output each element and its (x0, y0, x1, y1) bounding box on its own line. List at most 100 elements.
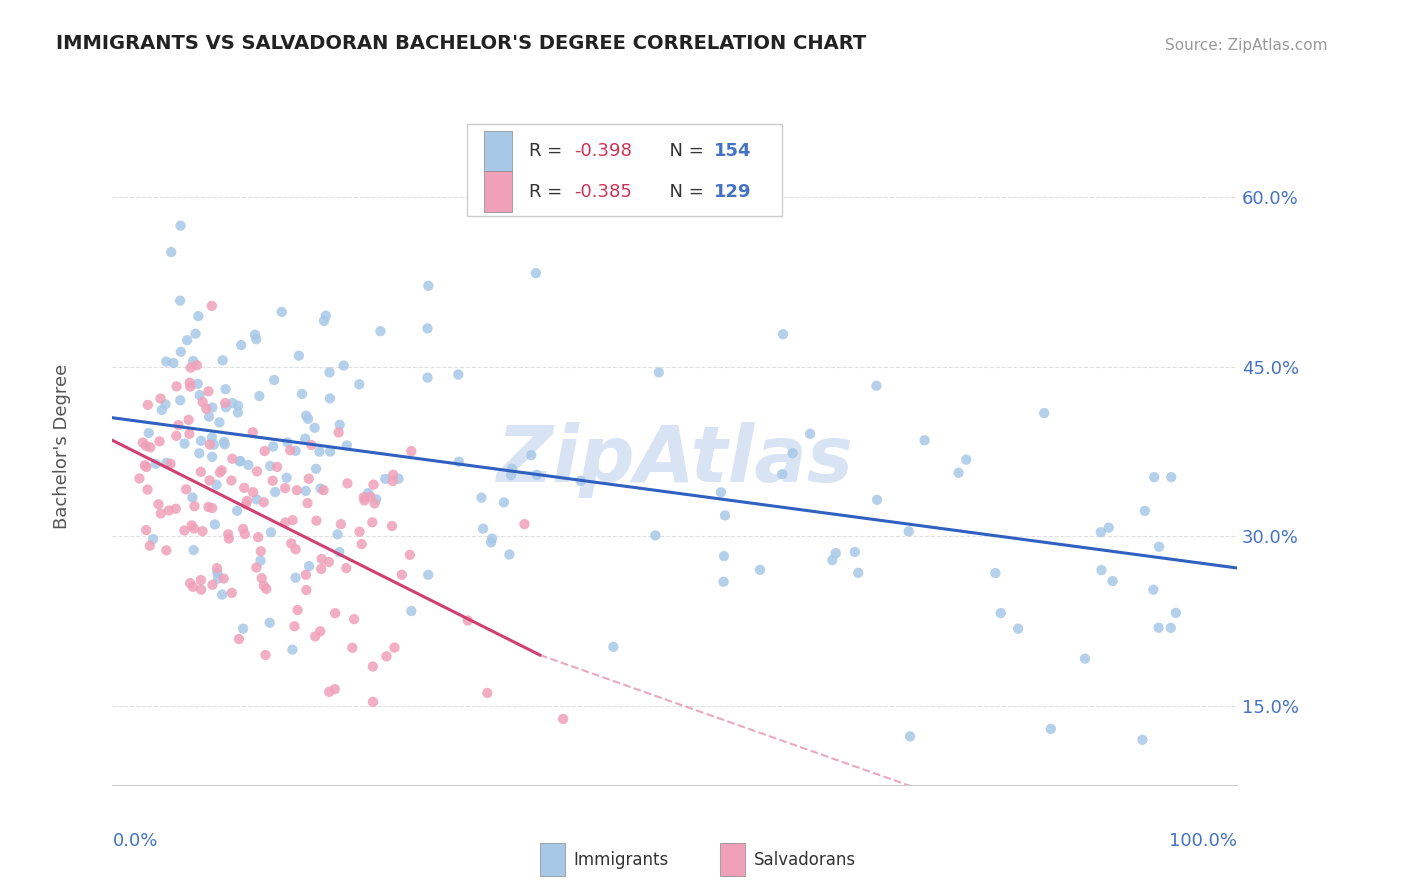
Point (350, 537, 373, 551)
Point (136, 483, 159, 497)
Text: 100.0%: 100.0% (1170, 832, 1237, 850)
Point (145, 457, 167, 471)
Point (238, 458, 260, 472)
Point (207, 566, 229, 580)
Point (274, 481, 297, 495)
FancyBboxPatch shape (540, 843, 565, 877)
Point (132, 435, 155, 450)
Point (418, 567, 440, 582)
Point (201, 299, 224, 313)
Point (278, 443, 301, 458)
Point (481, 532, 503, 546)
Point (138, 425, 160, 440)
Point (283, 619, 305, 633)
Point (382, 467, 405, 482)
Point (228, 632, 250, 646)
Point (179, 376, 201, 390)
Point (499, 468, 522, 483)
Point (155, 397, 177, 411)
Point (553, 712, 575, 726)
Point (263, 373, 285, 387)
Point (173, 524, 195, 538)
Point (205, 561, 228, 575)
Point (713, 574, 735, 589)
Point (201, 578, 224, 592)
Point (479, 535, 502, 549)
Point (274, 516, 297, 530)
Point (294, 432, 316, 446)
Point (170, 344, 193, 359)
Point (526, 467, 548, 482)
Point (176, 333, 198, 347)
Point (644, 528, 666, 542)
Point (276, 471, 298, 485)
Point (492, 495, 515, 509)
Point (226, 504, 249, 518)
Point (166, 379, 188, 393)
Point (318, 365, 340, 379)
FancyBboxPatch shape (484, 171, 512, 212)
Point (1160, 470, 1182, 484)
Point (349, 524, 371, 539)
Point (710, 485, 733, 500)
Point (447, 455, 470, 469)
Point (142, 532, 165, 546)
Point (284, 443, 307, 458)
Point (401, 604, 423, 618)
Point (361, 659, 384, 673)
Point (184, 326, 207, 341)
Point (318, 685, 340, 699)
Point (328, 545, 350, 559)
Point (375, 649, 398, 664)
Point (1039, 722, 1062, 736)
Point (323, 606, 346, 620)
Point (217, 527, 239, 541)
Point (416, 370, 439, 384)
Point (353, 493, 375, 508)
Point (772, 327, 794, 342)
Point (165, 501, 187, 516)
Point (201, 501, 224, 516)
Point (1160, 621, 1182, 635)
Point (312, 483, 335, 498)
Point (391, 567, 413, 582)
Point (236, 494, 259, 508)
Point (253, 444, 276, 458)
Point (381, 474, 404, 488)
Point (188, 446, 211, 460)
Point (231, 338, 253, 352)
Point (212, 434, 235, 449)
Text: Bachelor's Degree: Bachelor's Degree (53, 363, 70, 529)
Point (329, 417, 352, 432)
Point (218, 532, 240, 546)
Point (897, 524, 920, 539)
Point (305, 462, 328, 476)
Point (245, 560, 267, 574)
Point (1007, 622, 1029, 636)
Point (520, 448, 543, 462)
Point (242, 485, 264, 500)
Point (179, 576, 201, 591)
Point (212, 572, 235, 586)
Point (183, 521, 205, 535)
Point (201, 430, 224, 444)
Point (259, 615, 281, 630)
Point (165, 429, 187, 443)
Point (233, 481, 256, 495)
Point (990, 606, 1012, 620)
Point (242, 425, 264, 440)
Point (284, 571, 307, 585)
Point (384, 640, 406, 655)
Point (1133, 504, 1156, 518)
Point (215, 401, 238, 415)
Text: ZipAtlas: ZipAtlas (496, 422, 853, 498)
Point (211, 463, 233, 477)
Point (349, 377, 371, 392)
Point (181, 491, 204, 505)
Point (1090, 525, 1112, 540)
Point (416, 321, 439, 335)
Point (169, 393, 191, 408)
Point (1101, 574, 1123, 588)
Point (281, 642, 304, 657)
Point (201, 401, 224, 415)
